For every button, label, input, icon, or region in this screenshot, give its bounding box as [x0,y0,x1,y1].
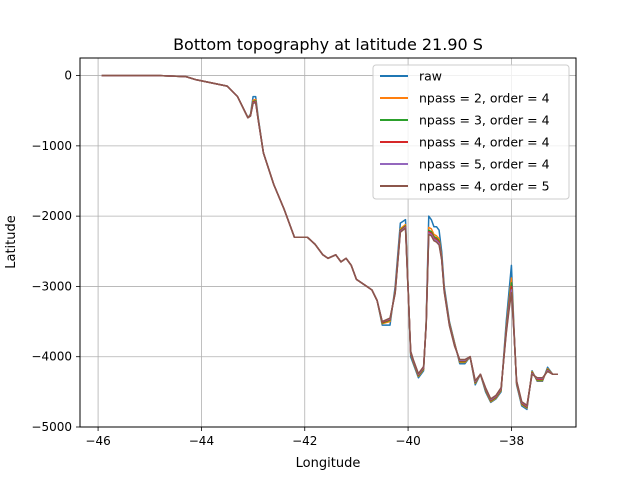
y-tick-label: −4000 [31,350,72,364]
y-tick-label: −2000 [31,209,72,223]
legend-entry-label: npass = 4, order = 4 [419,135,550,150]
x-tick-label: −46 [85,434,110,448]
y-tick-label: −1000 [31,139,72,153]
y-tick-label: 0 [64,69,72,83]
series-lines [101,74,558,411]
legend-entry-label: npass = 5, order = 4 [419,157,550,172]
legend-entry-label: npass = 4, order = 5 [419,179,550,194]
y-tick-label: −5000 [31,420,72,434]
legend-frame [372,64,570,200]
x-tick-label: −42 [292,434,317,448]
legend: raw npass = 2, order = 4 npass = 3, order … [372,64,570,200]
y-axis-label: Latitude [4,215,19,269]
plot-frame [79,57,577,428]
legend-entry-label: raw [419,69,442,84]
series-line [101,74,558,406]
chart-title: Bottom topography at latitude 21.90 S [173,35,483,54]
axis-ticks: −46 −44 −42 −40 −38 0 −1000 −2000 −3000 −4000 −500… [31,69,524,448]
x-axis-label: Longitude [296,456,361,471]
x-tick-label: −40 [395,434,420,448]
x-tick-label: −38 [499,434,524,448]
legend-entry-label: npass = 3, order = 4 [419,113,550,128]
legend-entry-label: npass = 2, order = 4 [419,91,550,106]
x-tick-label: −44 [189,434,214,448]
y-tick-label: −3000 [31,279,72,293]
